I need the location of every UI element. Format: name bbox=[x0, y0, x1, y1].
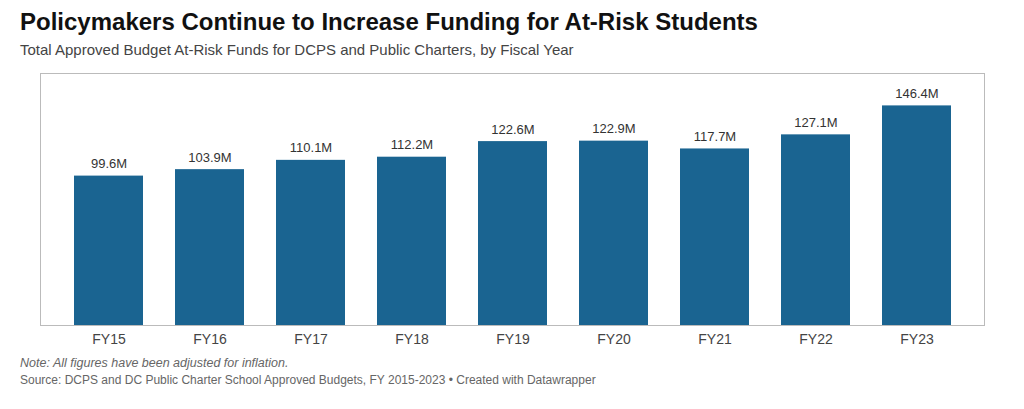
svg-text:127.1M: 127.1M bbox=[794, 115, 837, 130]
svg-text:146.4M: 146.4M bbox=[895, 86, 938, 101]
svg-text:99.6M: 99.6M bbox=[91, 156, 127, 171]
html-text:Total Approved Budget At-Risk: Total Approved Budget At-Risk Funds for … bbox=[20, 40, 574, 58]
svg-text:FY19: FY19 bbox=[496, 331, 530, 347]
html-text:Source: DCPS and DC Public Cha: Source: DCPS and DC Public Charter Schoo… bbox=[20, 373, 596, 387]
html-text:Policymakers Continue to Incre: Policymakers Continue to Increase Fundin… bbox=[20, 8, 758, 35]
svg-text:103.9M: 103.9M bbox=[188, 149, 231, 164]
svg-text:FY18: FY18 bbox=[395, 331, 429, 347]
svg-text:FY17: FY17 bbox=[294, 331, 328, 347]
svg-text:FY22: FY22 bbox=[799, 331, 833, 347]
svg-text:FY15: FY15 bbox=[92, 331, 126, 347]
svg-text:FY16: FY16 bbox=[193, 331, 227, 347]
html-text:Note: All figures have been ad: Note: All figures have been adjusted for… bbox=[20, 355, 289, 370]
svg-text:FY23: FY23 bbox=[900, 331, 934, 347]
svg-text:FY21: FY21 bbox=[698, 331, 732, 347]
svg-text:122.6M: 122.6M bbox=[491, 121, 534, 136]
svg-text:117.7M: 117.7M bbox=[694, 129, 736, 144]
svg-text:122.9M: 122.9M bbox=[592, 121, 635, 136]
svg-text:FY20: FY20 bbox=[597, 331, 631, 347]
svg-text:112.2M: 112.2M bbox=[391, 137, 433, 152]
svg-text:110.1M: 110.1M bbox=[290, 140, 332, 155]
